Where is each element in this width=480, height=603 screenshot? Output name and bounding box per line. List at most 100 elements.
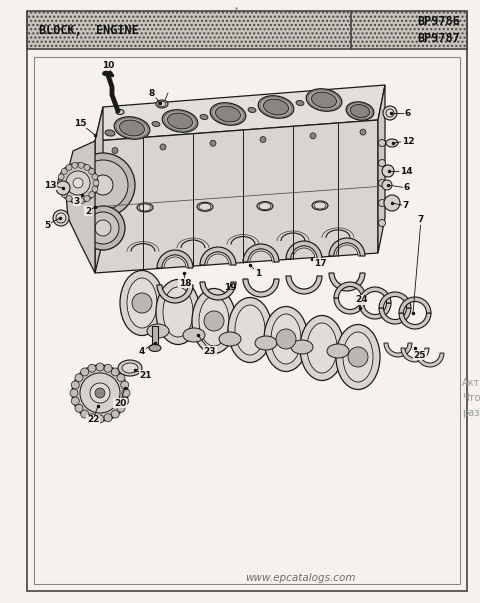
Circle shape [92, 174, 98, 180]
Circle shape [160, 144, 166, 150]
Wedge shape [379, 292, 411, 308]
Text: 12: 12 [402, 136, 414, 145]
Ellipse shape [300, 315, 344, 380]
Ellipse shape [271, 314, 301, 364]
Ellipse shape [120, 271, 164, 335]
Circle shape [61, 168, 67, 174]
Circle shape [93, 175, 113, 195]
Circle shape [81, 206, 125, 250]
Ellipse shape [259, 203, 271, 210]
Wedge shape [248, 249, 274, 262]
Bar [152, 326, 158, 348]
Circle shape [89, 168, 95, 174]
Wedge shape [334, 298, 366, 314]
Ellipse shape [162, 110, 198, 132]
Circle shape [104, 414, 112, 421]
Ellipse shape [149, 344, 161, 352]
Circle shape [89, 192, 95, 198]
Circle shape [78, 162, 84, 168]
Text: 20: 20 [114, 399, 126, 408]
Text: 3: 3 [74, 197, 80, 206]
Wedge shape [205, 252, 231, 265]
Wedge shape [416, 353, 444, 367]
Wedge shape [359, 303, 391, 319]
Circle shape [72, 162, 78, 168]
Bar [34, 57, 460, 584]
Circle shape [386, 109, 394, 117]
Wedge shape [200, 247, 236, 265]
Circle shape [78, 198, 84, 204]
Ellipse shape [152, 121, 160, 127]
Ellipse shape [327, 344, 349, 358]
Circle shape [204, 311, 224, 331]
Ellipse shape [255, 336, 277, 350]
Text: BP9786: BP9786 [418, 15, 460, 28]
Text: 19: 19 [224, 282, 236, 291]
Circle shape [379, 139, 385, 147]
Text: 17: 17 [314, 259, 326, 268]
Ellipse shape [314, 202, 326, 209]
Ellipse shape [264, 306, 308, 371]
Ellipse shape [257, 201, 273, 210]
Wedge shape [291, 246, 317, 259]
Circle shape [80, 373, 120, 413]
Text: 2: 2 [85, 206, 91, 215]
Ellipse shape [235, 305, 265, 355]
Ellipse shape [163, 287, 193, 337]
Ellipse shape [264, 99, 288, 115]
Ellipse shape [219, 332, 241, 346]
Text: 21: 21 [140, 370, 152, 379]
Wedge shape [329, 273, 365, 291]
Text: 8: 8 [149, 89, 155, 98]
Circle shape [379, 200, 385, 206]
Ellipse shape [306, 89, 342, 112]
Wedge shape [379, 308, 411, 324]
Text: 15: 15 [74, 119, 86, 127]
Circle shape [61, 192, 67, 198]
Ellipse shape [346, 102, 374, 120]
Text: 6: 6 [405, 109, 411, 118]
Wedge shape [162, 255, 188, 268]
Ellipse shape [114, 117, 150, 139]
Circle shape [88, 414, 96, 421]
Ellipse shape [386, 139, 398, 147]
Circle shape [84, 195, 90, 201]
Circle shape [53, 210, 69, 226]
Wedge shape [157, 285, 193, 303]
Circle shape [58, 174, 64, 180]
Polygon shape [65, 141, 95, 273]
Circle shape [58, 163, 98, 203]
Circle shape [57, 180, 63, 186]
Circle shape [81, 410, 89, 418]
Text: Чтобы: Чтобы [462, 393, 480, 403]
Ellipse shape [105, 130, 115, 136]
Text: 18: 18 [179, 279, 191, 288]
Circle shape [382, 165, 394, 177]
Circle shape [117, 404, 125, 412]
Circle shape [75, 404, 83, 412]
Wedge shape [334, 282, 366, 298]
Ellipse shape [291, 340, 313, 354]
Circle shape [379, 180, 385, 186]
Ellipse shape [156, 100, 168, 108]
Circle shape [90, 383, 110, 403]
Ellipse shape [248, 107, 256, 113]
Circle shape [310, 133, 316, 139]
Text: BLOCK,  ENGINE: BLOCK, ENGINE [39, 24, 139, 37]
Polygon shape [95, 120, 378, 273]
Circle shape [384, 195, 400, 211]
Circle shape [56, 213, 66, 223]
Circle shape [72, 198, 78, 204]
Circle shape [87, 212, 119, 244]
Wedge shape [200, 282, 236, 300]
Circle shape [104, 364, 112, 372]
Ellipse shape [158, 101, 166, 107]
Ellipse shape [258, 96, 294, 118]
Circle shape [111, 410, 120, 418]
Circle shape [93, 180, 99, 186]
Circle shape [95, 220, 111, 236]
Bar [27, 11, 467, 49]
Ellipse shape [168, 113, 192, 129]
Wedge shape [399, 313, 431, 329]
Circle shape [95, 388, 105, 398]
